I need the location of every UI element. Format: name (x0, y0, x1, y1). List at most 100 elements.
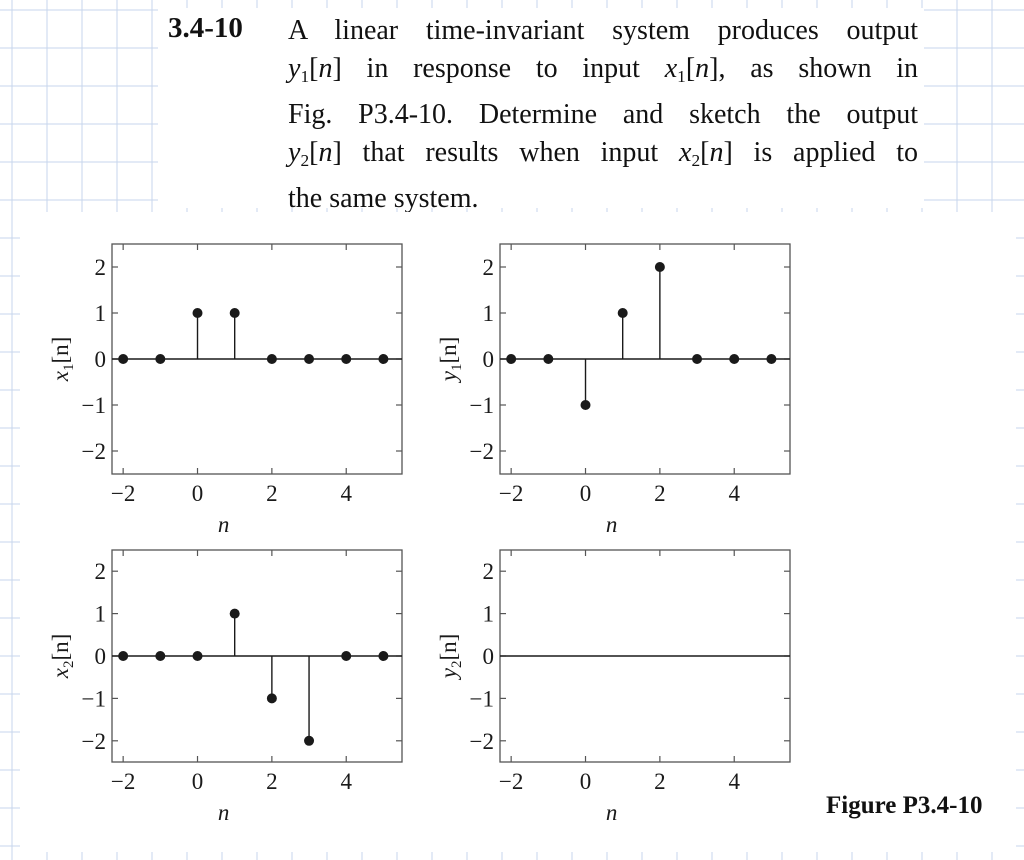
text-fragment: 1 (300, 66, 310, 86)
stem-point (118, 651, 129, 661)
y-axis-label-sub: 1 (449, 364, 465, 372)
x-axis-label: n (606, 512, 618, 537)
y-axis-label-var: y (436, 667, 461, 680)
text-fragment: 1 (677, 66, 686, 86)
text-fragment: y (288, 136, 301, 168)
y-tick-label: −1 (470, 393, 494, 418)
x-tick-label: 0 (580, 769, 592, 794)
y-tick-label: 0 (483, 644, 495, 669)
text-fragment: [ (309, 53, 319, 84)
text-fragment: y (288, 53, 301, 84)
problem-text-line: y2[n] that results when input x2[n] is a… (288, 134, 918, 180)
text-fragment: A linear time-invariant system produces … (288, 15, 918, 46)
stem-point (266, 354, 277, 364)
y-tick-label: 2 (95, 559, 107, 584)
stem-point (692, 354, 703, 364)
text-fragment: Fig. P3.4-10. Determine and sketch the o… (288, 98, 918, 130)
text-fragment: x (664, 53, 678, 84)
y-axis-label-arg: [n] (436, 634, 461, 661)
stem-point (341, 354, 352, 364)
y-tick-label: −2 (82, 729, 106, 754)
x-tick-label: −2 (499, 769, 523, 794)
x-tick-label: −2 (111, 769, 135, 794)
problem-text-line: the same system. (288, 180, 918, 218)
y-axis-label-arg: [n] (48, 337, 73, 364)
stem-point (118, 354, 129, 364)
y-tick-label: 1 (95, 301, 107, 326)
y-tick-label: 0 (483, 347, 495, 372)
stem-point (229, 608, 240, 619)
y-axis-label-var: x (48, 370, 73, 382)
problem-text-line: A linear time-invariant system produces … (288, 12, 918, 50)
stem-point (304, 735, 315, 746)
x-tick-label: 2 (266, 481, 278, 506)
x-tick-label: −2 (111, 481, 135, 506)
y-tick-label: 2 (95, 255, 107, 280)
x-tick-label: 4 (728, 769, 740, 794)
stem-point (155, 354, 166, 364)
text-fragment: n (318, 136, 333, 168)
x-tick-label: 0 (192, 481, 204, 506)
text-fragment: n (318, 53, 333, 84)
text-fragment: ] that results when input (332, 136, 679, 168)
y-tick-label: 2 (483, 559, 495, 584)
x-tick-label: 0 (580, 481, 592, 506)
stem-point (654, 262, 665, 272)
stem-point (378, 354, 389, 364)
stem-point (506, 354, 517, 364)
text-fragment: ] is applied to (723, 136, 918, 168)
y-tick-label: −2 (82, 439, 106, 464)
y-axis-label-sub: 2 (61, 661, 77, 669)
x-tick-label: 2 (266, 769, 278, 794)
text-fragment: n (695, 53, 710, 84)
stem-point (229, 308, 240, 318)
stem-point (617, 308, 628, 318)
y-tick-label: 0 (95, 347, 107, 372)
text-fragment: [ (685, 53, 696, 84)
x-tick-label: 4 (340, 769, 352, 794)
stem-point (304, 354, 315, 364)
figure-caption: Figure P3.4-10 (826, 792, 983, 819)
x-tick-label: −2 (499, 481, 523, 506)
x-axis-label: n (218, 800, 230, 825)
stem-point (266, 693, 277, 704)
stem-point (155, 651, 166, 661)
stem-point (580, 400, 591, 410)
text-fragment: ] in response to input (332, 53, 665, 84)
text-fragment: n (709, 136, 724, 168)
stem-point (766, 354, 777, 364)
problem-number: 3.4-10 (168, 12, 243, 44)
y-tick-label: 2 (483, 255, 495, 280)
y-tick-label: 1 (483, 301, 495, 326)
x-tick-label: 4 (340, 481, 352, 506)
problem-text-line: y1[n] in response to input x1[n], as sho… (288, 50, 918, 96)
y-axis-label: y2[n] (436, 634, 465, 681)
stem-point (192, 308, 203, 318)
stem-point (341, 651, 352, 661)
text-fragment: [ (700, 136, 710, 168)
x-tick-label: 2 (654, 769, 666, 794)
x-axis-label: n (218, 512, 230, 537)
y-tick-label: 0 (95, 644, 107, 669)
y-axis-label-arg: [n] (48, 634, 73, 661)
y-axis-label-var: x (48, 667, 73, 679)
stem-point (543, 354, 554, 364)
x-tick-label: 0 (192, 769, 204, 794)
y-axis-label-sub: 1 (61, 364, 77, 372)
y-axis-label-var: y (436, 370, 461, 383)
problem-text-line: Fig. P3.4-10. Determine and sketch the o… (288, 96, 918, 134)
text-fragment: [ (309, 136, 319, 168)
y-tick-label: −2 (470, 439, 494, 464)
y-axis-label-arg: [n] (436, 337, 461, 364)
y-tick-label: −1 (470, 686, 494, 711)
problem-text: A linear time-invariant system produces … (288, 12, 918, 218)
y-tick-label: −1 (82, 686, 106, 711)
y-tick-label: −2 (470, 729, 494, 754)
text-fragment: 2 (300, 150, 310, 170)
y-tick-label: 1 (483, 602, 495, 627)
